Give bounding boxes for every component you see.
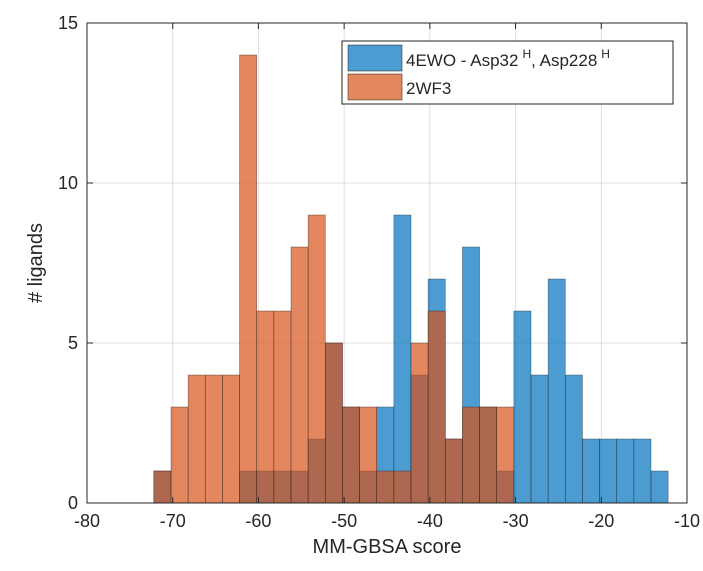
histogram-bar-2wf3 [376,470,395,504]
histogram-bar-2wf3 [393,470,412,504]
histogram-bar-2wf3 [359,406,378,504]
legend-label-2wf3: 2WF3 [406,79,451,98]
histogram-bar-4ewo [616,438,635,504]
legend-label-4ewo-sup1: H [522,47,531,61]
x-axis-title: MM-GBSA score [313,536,462,558]
x-tick-label: -40 [417,511,443,531]
histogram-bar-2wf3 [153,470,172,504]
histogram-bar-2wf3 [496,406,515,504]
histogram-bar-4ewo [599,438,618,504]
histogram-bar-4ewo [564,374,583,504]
legend-label-4ewo-sup2: H [601,47,610,61]
x-tick-label: -10 [674,511,700,531]
x-tick-label: -70 [160,511,186,531]
y-tick-label: 10 [58,173,78,193]
histogram-bar-4ewo [650,470,669,504]
tick-labels: -80 -70 -60 -50 -40 -30 -20 -10 0 5 10 15 [58,13,700,531]
legend-swatch-2wf3 [347,73,403,101]
y-tick-label: 5 [68,333,78,353]
histogram-bar-2wf3 [222,374,240,504]
histogram-bar-4ewo [582,438,600,504]
legend-swatch-4ewo [347,44,403,72]
histogram-bar-2wf3 [324,342,343,504]
legend-label-4ewo-mid: , Asp228 [531,51,597,70]
plot-frame [86,22,688,504]
histogram-bar-2wf3 [256,310,275,504]
y-axis-title: # ligands [25,223,47,303]
histogram-bars [153,54,669,504]
histogram-bar-2wf3 [273,310,292,504]
histogram-bar-2wf3 [239,54,258,504]
y-tick-label: 15 [58,13,78,33]
histogram-bar-2wf3 [170,406,189,504]
histogram-bar-4ewo [547,278,566,504]
x-tick-label: -50 [331,511,357,531]
histogram-bar-2wf3 [307,214,326,504]
histogram-bar-4ewo [513,310,532,504]
y-tick-label: 0 [68,493,78,513]
x-tick-label: -20 [588,511,614,531]
x-tick-label: -60 [245,511,271,531]
histogram-bar-2wf3 [187,374,206,504]
histogram-bar-4ewo [530,374,549,504]
histogram-bar-2wf3 [462,406,480,504]
legend-label-4ewo: 4EWO - Asp32 H, Asp228 H [406,47,610,70]
histogram-bar-2wf3 [479,406,498,504]
axis-ticks [86,22,688,504]
x-tick-label: -30 [503,511,529,531]
x-tick-label: -80 [74,511,100,531]
legend-label-4ewo-base: 4EWO - Asp32 [406,51,518,70]
histogram-bar-2wf3 [342,406,360,504]
histogram-bar-4ewo [393,214,412,504]
legend: 4EWO - Asp32 H, Asp228 H 2WF3 [341,40,674,105]
histogram-bar-2wf3 [427,310,446,504]
histogram-bar-2wf3 [290,246,309,504]
histogram-bar-2wf3 [410,342,429,504]
histogram-bar-4ewo [633,438,652,504]
histogram-bar-2wf3 [444,438,463,504]
histogram-bar-2wf3 [204,374,223,504]
